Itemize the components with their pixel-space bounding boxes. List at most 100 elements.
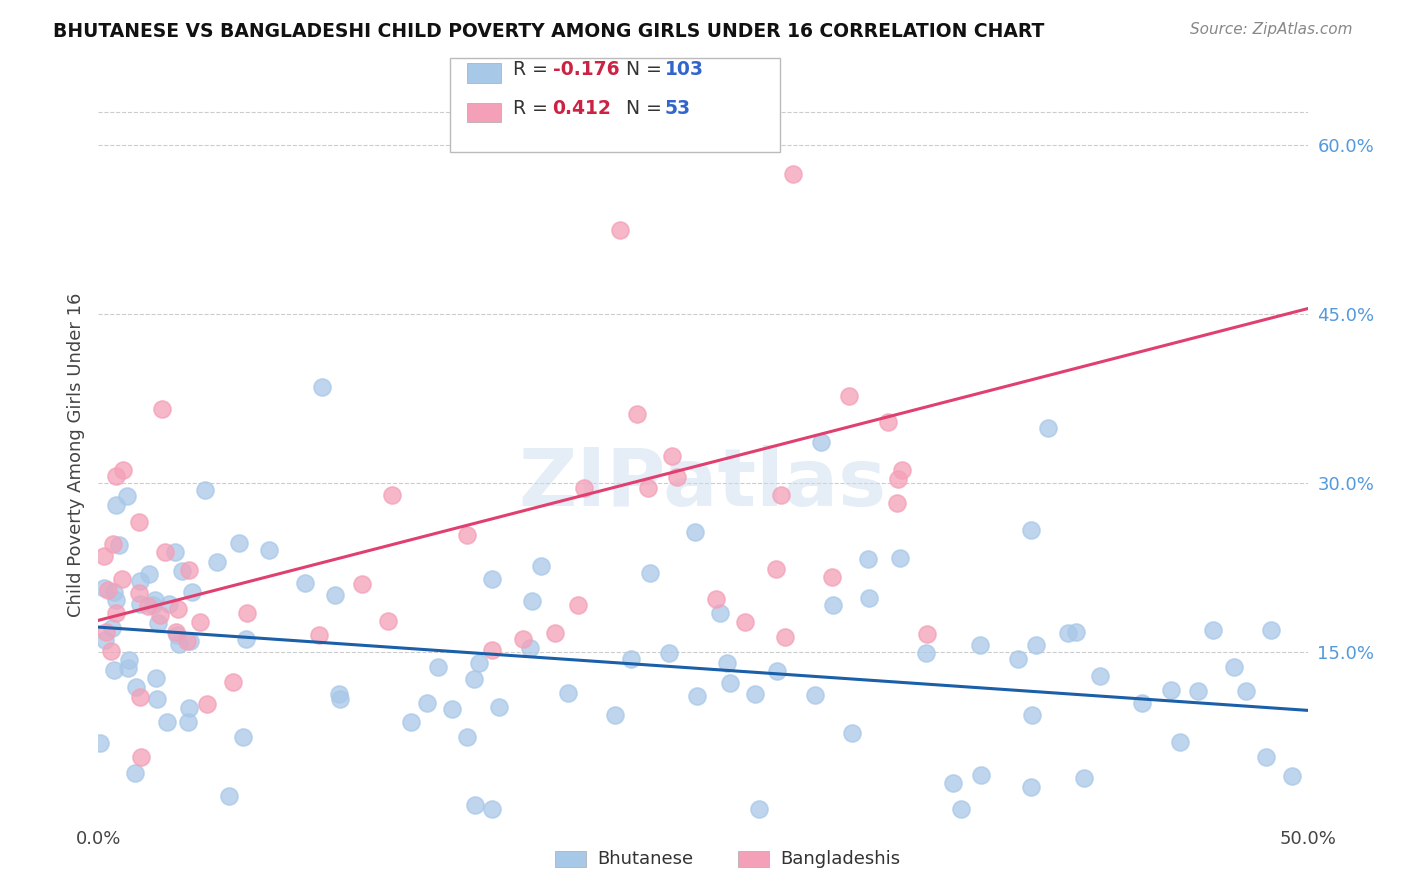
Text: N =: N = — [626, 60, 668, 78]
Y-axis label: Child Poverty Among Girls Under 16: Child Poverty Among Girls Under 16 — [66, 293, 84, 617]
Point — [969, 638, 991, 652]
Point — [620, 652, 643, 666]
Point — [557, 685, 579, 699]
Point — [328, 687, 350, 701]
Point — [810, 434, 832, 449]
Point — [128, 690, 150, 704]
Point — [117, 661, 139, 675]
Point — [103, 585, 125, 599]
Point — [886, 496, 908, 510]
Point — [167, 637, 190, 651]
Point — [380, 488, 402, 502]
Point — [149, 608, 172, 623]
Point — [128, 586, 150, 600]
Text: R =: R = — [513, 60, 554, 78]
Point — [138, 566, 160, 581]
Point — [111, 463, 134, 477]
Point — [914, 646, 936, 660]
Point — [124, 766, 146, 780]
Text: Bhutanese: Bhutanese — [598, 850, 693, 868]
Text: -0.176: -0.176 — [553, 60, 619, 78]
Point — [519, 640, 541, 655]
Point — [188, 615, 211, 629]
Point — [716, 656, 738, 670]
Point — [222, 675, 245, 690]
Point — [1090, 668, 1112, 682]
Point — [194, 483, 217, 498]
Point — [481, 802, 503, 816]
Point — [427, 660, 450, 674]
Point — [520, 594, 543, 608]
Text: N =: N = — [626, 99, 668, 118]
Point — [156, 714, 179, 729]
Point — [105, 498, 128, 512]
Point — [463, 672, 485, 686]
Point — [138, 599, 160, 613]
Point — [1130, 696, 1153, 710]
Point — [157, 597, 180, 611]
Point — [748, 802, 770, 816]
Point — [1170, 735, 1192, 749]
Point — [377, 614, 399, 628]
Point — [165, 624, 187, 639]
Point — [311, 380, 333, 394]
Point — [481, 643, 503, 657]
Point — [661, 450, 683, 464]
Point — [177, 715, 200, 730]
Point — [1234, 684, 1257, 698]
Point — [128, 515, 150, 529]
Point — [94, 632, 117, 647]
Point — [129, 574, 152, 589]
Point — [146, 615, 169, 630]
Point — [415, 696, 437, 710]
Point — [105, 606, 128, 620]
Text: Bangladeshis: Bangladeshis — [780, 850, 900, 868]
Point — [1025, 638, 1047, 652]
Point — [512, 632, 534, 646]
Point — [177, 701, 200, 715]
Point — [228, 535, 250, 549]
Point — [350, 577, 373, 591]
Text: 53: 53 — [665, 99, 692, 118]
Point — [949, 802, 972, 816]
Point — [115, 489, 138, 503]
Point — [720, 676, 742, 690]
Point — [308, 628, 330, 642]
Point — [605, 707, 627, 722]
Point — [917, 626, 939, 640]
Point — [1223, 660, 1246, 674]
Text: R =: R = — [513, 99, 554, 118]
Point — [685, 525, 707, 540]
Point — [481, 572, 503, 586]
Point — [235, 632, 257, 646]
Point — [609, 223, 631, 237]
Point — [488, 699, 510, 714]
Text: 103: 103 — [665, 60, 704, 78]
Point — [765, 562, 787, 576]
Point — [96, 582, 118, 597]
Point — [637, 482, 659, 496]
Point — [1064, 625, 1087, 640]
Point — [1260, 623, 1282, 637]
Point — [626, 407, 648, 421]
Point — [218, 789, 240, 804]
Point — [167, 601, 190, 615]
Point — [440, 702, 463, 716]
Point — [108, 538, 131, 552]
Point — [179, 634, 201, 648]
Point — [145, 671, 167, 685]
Point — [172, 564, 194, 578]
Point — [456, 730, 478, 744]
Point — [890, 463, 912, 477]
Point — [118, 652, 141, 666]
Point — [770, 488, 793, 502]
Point — [142, 598, 165, 612]
Point — [329, 692, 352, 706]
Point — [467, 656, 489, 670]
Text: ZIPatlas: ZIPatlas — [519, 445, 887, 524]
Point — [1281, 769, 1303, 783]
Point — [1160, 683, 1182, 698]
Point — [734, 615, 756, 629]
Point — [153, 545, 176, 559]
Point — [744, 688, 766, 702]
